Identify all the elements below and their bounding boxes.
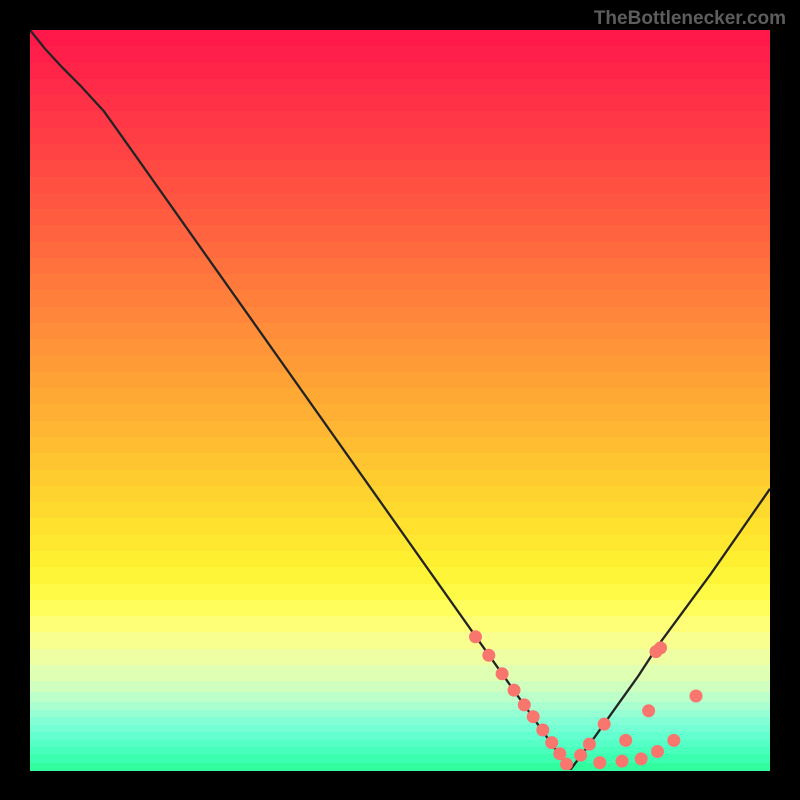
data-marker <box>654 641 667 654</box>
data-marker <box>593 756 606 769</box>
data-marker <box>496 667 509 680</box>
data-marker <box>635 752 648 765</box>
marker-group <box>469 630 703 770</box>
bottleneck-curve <box>30 30 770 770</box>
data-marker <box>616 755 629 768</box>
data-marker <box>651 745 664 758</box>
data-marker <box>545 736 558 749</box>
data-marker <box>619 734 632 747</box>
data-marker <box>560 758 573 770</box>
data-marker <box>482 649 495 662</box>
data-marker <box>667 734 680 747</box>
data-marker <box>583 738 596 751</box>
watermark-text: TheBottlenecker.com <box>594 8 786 30</box>
data-marker <box>469 630 482 643</box>
plot-area <box>30 30 770 770</box>
data-marker <box>642 704 655 717</box>
data-marker <box>527 710 540 723</box>
curve-layer <box>30 30 770 770</box>
data-marker <box>536 724 549 737</box>
data-marker <box>508 684 521 697</box>
data-marker <box>598 718 611 731</box>
data-marker <box>690 690 703 703</box>
data-marker <box>574 749 587 762</box>
data-marker <box>518 698 531 711</box>
